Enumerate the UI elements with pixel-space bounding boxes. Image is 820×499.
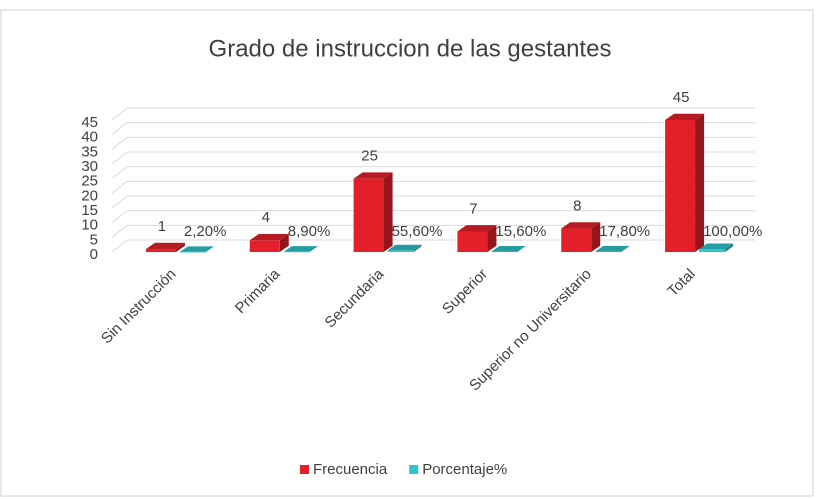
bar (457, 225, 497, 252)
legend-label: Frecuencia (313, 461, 388, 478)
bar-front (179, 251, 206, 253)
bar-front (699, 249, 726, 252)
bar-side (205, 246, 214, 252)
bar-top (491, 245, 526, 252)
grid-line (111, 210, 755, 224)
bar-side (175, 242, 185, 252)
grid-line (111, 180, 755, 194)
legend-swatch (409, 465, 419, 474)
data-label: 8 (573, 198, 581, 215)
bar-front (387, 250, 414, 252)
y-tick-label: 45 (81, 114, 98, 131)
bar-top (145, 242, 185, 250)
bar-front (353, 178, 384, 252)
grid-line (111, 239, 755, 253)
chart-title: Grado de instruccion de las gestantes (209, 35, 612, 62)
bar-front (665, 120, 696, 252)
y-tick-label: 10 (81, 217, 98, 234)
data-label: 8,90% (288, 223, 331, 240)
y-tick-label: 40 (81, 129, 98, 146)
bar (145, 242, 185, 252)
data-label: 7 (469, 200, 477, 217)
data-label: 2,20% (184, 223, 227, 240)
grid-line (111, 122, 755, 136)
chart-frame (0, 9, 814, 497)
bar (699, 243, 734, 252)
data-label: 100,00% (703, 223, 762, 240)
data-label: 4 (262, 209, 270, 226)
bar (249, 233, 289, 252)
bar-side (725, 243, 734, 252)
y-tick-label: 25 (81, 173, 98, 190)
legend-label: Porcentaje% (422, 461, 507, 478)
bar (387, 244, 422, 252)
bar-side (621, 245, 630, 252)
grid-line (111, 195, 755, 209)
legend-swatch (300, 465, 309, 474)
bar-front (249, 240, 280, 252)
bar-front (457, 231, 488, 252)
grid-line (111, 136, 755, 150)
bar-front (491, 251, 518, 253)
data-label: 17,80% (599, 223, 650, 240)
grid-line (111, 107, 755, 121)
bar (179, 246, 214, 253)
bar-side (279, 233, 289, 252)
bar-side (487, 225, 497, 252)
bar-top (353, 172, 393, 179)
y-tick-label: 0 (90, 246, 98, 263)
y-tick-label: 20 (81, 187, 98, 204)
grid-line (111, 224, 755, 238)
bar (491, 245, 526, 253)
bar (353, 172, 393, 252)
bar-top (457, 225, 497, 232)
y-tick-label: 15 (81, 202, 98, 219)
bar-side (413, 244, 422, 252)
bar-top (179, 246, 214, 252)
bar-side (591, 222, 601, 252)
grid-line (111, 151, 755, 165)
bar (561, 222, 601, 252)
y-tick-label: 30 (81, 158, 98, 175)
bar-top (387, 244, 422, 251)
bar-top (665, 113, 705, 120)
bar-front (561, 228, 592, 252)
data-label: 25 (361, 148, 378, 165)
bar-side (517, 245, 526, 252)
data-label: 55,60% (392, 223, 443, 240)
bar-side (309, 246, 318, 252)
grid-line (111, 166, 755, 180)
bar-side (695, 113, 705, 252)
bar-front (145, 249, 176, 252)
data-label: 45 (673, 89, 690, 106)
data-label: 15,60% (495, 223, 546, 240)
bar-top (249, 233, 289, 241)
y-tick-label: 35 (81, 143, 98, 160)
bar-side (383, 172, 393, 252)
bar-front (595, 251, 622, 252)
bar (283, 246, 318, 253)
bar-top (595, 245, 630, 252)
bar (595, 245, 630, 252)
y-tick-label: 5 (90, 231, 98, 248)
bar-front (283, 251, 310, 253)
bar-top (283, 246, 318, 252)
bar (665, 113, 705, 252)
data-label: 1 (158, 218, 166, 235)
bar-top (699, 243, 734, 250)
bar-top (561, 222, 601, 229)
